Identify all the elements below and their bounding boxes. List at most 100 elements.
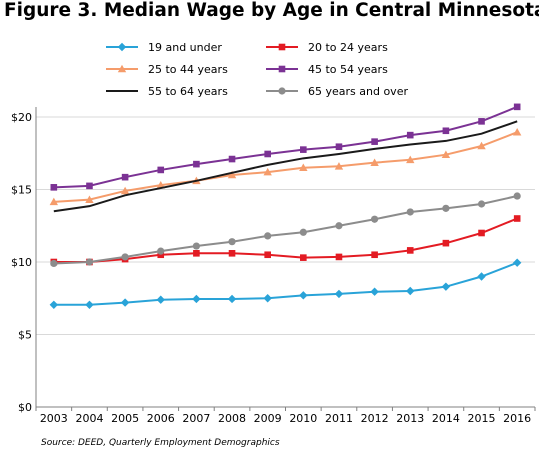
point-19-and-under-2008: [227, 294, 237, 304]
point-45-to-54-years-2004: [86, 182, 93, 190]
legend-label-25-to-44-years: 25 to 44 years: [148, 63, 228, 76]
point-20-to-24-years-2011: [335, 253, 343, 261]
point-45-to-54-years-2007: [193, 160, 200, 168]
y-tick-label-20: $20: [11, 111, 32, 124]
point-45-to-54-years-2014: [442, 127, 450, 135]
point-65-years-and-over-2014: [442, 204, 450, 212]
point-45-to-54-years-2015: [478, 118, 485, 125]
x-tick-label-2006: 2006: [147, 412, 175, 425]
point-45-to-54-years-2005: [121, 173, 129, 181]
point-65-years-and-over-2003: [50, 259, 58, 268]
point-20-to-24-years-2014: [442, 239, 450, 247]
x-tick-label-2008: 2008: [218, 412, 246, 425]
point-65-years-and-over-2015: [477, 200, 486, 208]
point-25-to-44-years-2009: [263, 167, 272, 176]
point-45-to-54-years-2012: [371, 138, 378, 145]
line-19-and-under: [53, 261, 518, 306]
point-25-to-44-years-2004: [85, 195, 94, 203]
point-25-to-44-years-2005: [120, 186, 130, 195]
point-19-and-under-2012: [370, 287, 379, 296]
point-20-to-24-years-2015: [478, 229, 485, 237]
legend-label-45-to-54-years: 45 to 54 years: [308, 63, 388, 76]
y-tick-label-10: $10: [11, 256, 32, 269]
point-25-to-44-years-2015: [477, 141, 486, 150]
point-20-to-24-years-2009: [264, 251, 271, 259]
point-19-and-under-2003: [49, 300, 59, 309]
y-tick-label-5: $5: [18, 329, 32, 342]
point-45-to-54-years-2006: [157, 166, 165, 174]
point-25-to-44-years-2014: [441, 150, 451, 158]
point-19-and-under-2014: [441, 282, 451, 291]
legend-label-20-to-24-years: 20 to 24 years: [308, 41, 388, 54]
point-45-to-54-years-2016: [513, 103, 521, 111]
point-19-and-under-2006: [156, 295, 165, 304]
point-20-to-24-years-2007: [193, 250, 200, 257]
point-19-and-under-2007: [192, 294, 201, 304]
point-65-years-and-over-2005: [121, 253, 129, 261]
legend-marker-25-to-44-years: [117, 64, 127, 73]
legend-label-65-years-and-over: 65 years and over: [308, 85, 408, 98]
point-20-to-24-years-2008: [228, 250, 236, 257]
point-25-to-44-years-2008: [227, 170, 237, 179]
legend-marker-45-to-54-years: [278, 65, 286, 73]
point-20-to-24-years-2010: [300, 254, 307, 261]
legend-marker-20-to-24-years: [278, 43, 286, 51]
x-tick-label-2014: 2014: [432, 412, 460, 425]
point-65-years-and-over-2006: [157, 247, 165, 255]
point-25-to-44-years-2013: [406, 155, 415, 164]
point-65-years-and-over-2004: [85, 258, 94, 266]
series-65-years-and-over: [50, 192, 521, 268]
x-tick-label-2012: 2012: [361, 412, 389, 425]
point-20-to-24-years-2013: [406, 247, 414, 254]
series-lines: [49, 103, 522, 309]
y-tick-labels: $0 $5 $10 $15 $20: [11, 111, 32, 414]
legend: 19 and under 20 to 24 years 25 to 44 years…: [106, 41, 408, 98]
point-25-to-44-years-2011: [334, 162, 344, 170]
line-45-to-54-years: [53, 105, 518, 189]
x-tick-label-2003: 2003: [40, 412, 68, 425]
point-45-to-54-years-2010: [300, 146, 307, 153]
point-19-and-under-2011: [334, 289, 344, 299]
line-25-to-44-years: [53, 131, 518, 203]
point-65-years-and-over-2009: [264, 232, 272, 240]
point-65-years-and-over-2013: [406, 208, 414, 216]
point-19-and-under-2010: [299, 291, 308, 300]
point-25-to-44-years-2012: [370, 158, 379, 166]
legend-marker-19-and-under: [117, 42, 127, 52]
point-45-to-54-years-2009: [264, 150, 271, 158]
point-65-years-and-over-2016: [513, 192, 521, 200]
point-25-to-44-years-2010: [299, 163, 308, 172]
legend-label-55-to-64-years: 55 to 64 years: [148, 85, 228, 98]
line-65-years-and-over: [53, 195, 518, 265]
point-20-to-24-years-2006: [157, 251, 165, 259]
x-tick-label-2007: 2007: [182, 412, 210, 425]
point-65-years-and-over-2010: [299, 228, 307, 236]
point-65-years-and-over-2012: [371, 215, 379, 223]
x-tick-label-2005: 2005: [111, 412, 139, 425]
x-tick-label-2011: 2011: [325, 412, 353, 425]
x-tick-label-2016: 2016: [503, 412, 531, 425]
point-19-and-under-2015: [477, 272, 486, 281]
series-19-and-under: [49, 258, 522, 309]
point-19-and-under-2013: [406, 286, 415, 296]
point-45-to-54-years-2003: [50, 184, 58, 191]
point-19-and-under-2009: [263, 294, 272, 303]
point-65-years-and-over-2007: [192, 242, 200, 250]
x-tick-labels: 2003 2004 2005 2006 2007 2008 2009 2010 2011 2012…: [40, 412, 531, 425]
legend-item-25-to-44-years: 25 to 44 years: [106, 63, 228, 76]
y-tick-label-15: $15: [11, 184, 32, 197]
line-55-to-64-years: [53, 120, 518, 213]
x-tick-label-2009: 2009: [254, 412, 282, 425]
point-25-to-44-years-2016: [512, 128, 522, 136]
legend-item-20-to-24-years: 20 to 24 years: [266, 41, 388, 54]
legend-label-19-and-under: 19 and under: [148, 41, 222, 54]
point-25-to-44-years-2006: [156, 180, 165, 189]
point-65-years-and-over-2008: [228, 238, 236, 246]
point-25-to-44-years-2003: [49, 197, 59, 206]
point-20-to-24-years-2016: [513, 215, 521, 222]
legend-item-65-years-and-over: 65 years and over: [266, 85, 408, 98]
point-45-to-54-years-2013: [406, 131, 414, 139]
gridlines: [36, 116, 535, 335]
x-tick-label-2004: 2004: [75, 412, 103, 425]
